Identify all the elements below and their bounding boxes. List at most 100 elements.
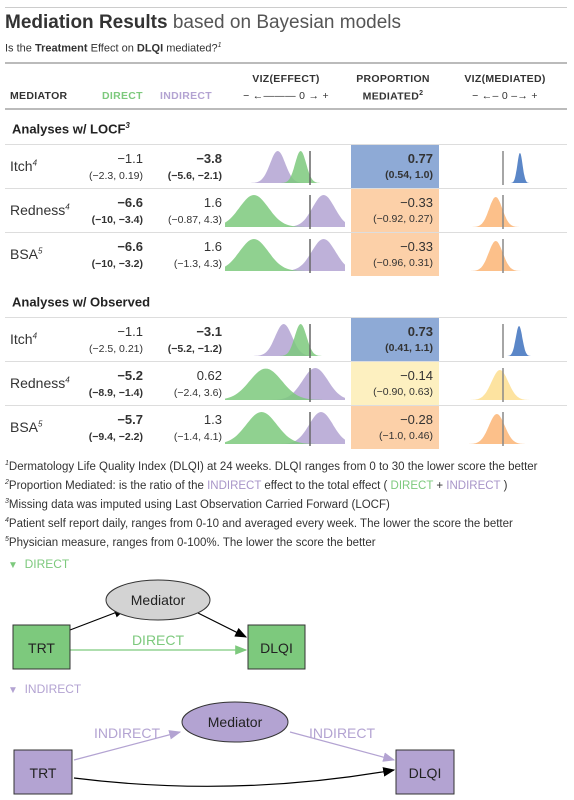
proportion-ci: (−0.90, 0.63) (373, 386, 433, 398)
header-viz-effect[interactable]: VIZ(EFFECT) (252, 73, 320, 85)
mediated-density (510, 153, 530, 183)
direct-ci: (−2.3, 0.19) (89, 170, 143, 182)
proportion-value: −0.33 (400, 195, 433, 210)
indirect-edge-label-2: INDIRECT (309, 725, 376, 741)
indirect-value: 1.6 (203, 195, 222, 210)
mediated-density (471, 241, 521, 271)
indirect-ci: (−2.4, 3.6) (173, 387, 222, 399)
mediator-node-label: Mediator (208, 714, 263, 730)
direct-ci: (−8.9, −1.4) (88, 387, 143, 399)
trt-node[interactable] (13, 749, 73, 795)
proportion-cell: −0.28 (−1.0, 0.46) (351, 406, 439, 449)
direct-density (225, 195, 305, 227)
header-direct[interactable]: DIRECT (102, 90, 143, 102)
trt-to-mediator-edge (69, 608, 127, 631)
mediated-density (469, 414, 525, 444)
mediated-density-plot (502, 324, 531, 358)
direct-ci: (−9.4, −2.2) (88, 431, 143, 443)
direct-toggle-label: DIRECT (24, 557, 70, 571)
page-title: Mediation Results based on Bayesian mode… (5, 12, 402, 33)
direct-value: −6.6 (117, 239, 143, 254)
footnote-1: 1Dermatology Life Quality Index (DLQI) a… (5, 460, 538, 473)
proportion-value: −0.14 (400, 368, 433, 383)
indirect-density (270, 368, 345, 400)
trt-to-mediator-indirect-edge (73, 730, 182, 761)
proportion-value: 0.73 (407, 324, 433, 339)
effect-density-plot (225, 412, 345, 446)
proportion-ci: (−1.0, 0.46) (379, 430, 433, 442)
table-row: Redness4 −6.6 (−10, −3.4) 1.6 (−0.87, 4.3) −0… (5, 188, 567, 232)
direct-ci: (−10, −3.2) (91, 258, 143, 270)
indirect-value: 1.6 (203, 239, 222, 254)
indirect-toggle[interactable]: ▼ INDIRECT (8, 682, 81, 696)
top-rule (5, 7, 567, 8)
page-subtitle: Is the Treatment Effect on DLQI mediated… (5, 42, 222, 55)
dlqi-node-label: DLQI (260, 640, 293, 656)
mediator-to-dlqi-edge (197, 612, 248, 638)
direct-density (279, 324, 322, 356)
indirect-ci: (−5.6, −2.1) (167, 170, 222, 182)
table-row: BSA5 −5.7 (−9.4, −2.2) 1.3 (−1.4, 4.1) −0.28 (… (5, 405, 567, 449)
indirect-ci: (−1.3, 4.3) (173, 258, 222, 270)
trt-node-label: TRT (30, 765, 57, 781)
header-top-rule (5, 62, 567, 64)
indirect-toggle-label: INDIRECT (24, 682, 82, 696)
proportion-ci: (−0.92, 0.27) (373, 213, 433, 225)
triangle-down-icon: ▼ (8, 685, 18, 696)
indirect-value: 0.62 (196, 368, 222, 383)
indirect-density (250, 151, 305, 183)
direct-density (225, 412, 316, 444)
indirect-density (253, 324, 314, 356)
effect-density-plot (225, 368, 345, 402)
direct-density (281, 151, 320, 183)
indirect-diagram: INDIRECT INDIRECT TRT Mediator DLQI (13, 701, 455, 795)
mediator-node[interactable] (181, 701, 289, 743)
effect-density-plot (253, 324, 322, 358)
mediator-to-dlqi-indirect-edge (289, 731, 396, 762)
header-bottom-rule (5, 108, 567, 110)
indirect-density (282, 239, 345, 271)
proportion-value: −0.28 (400, 412, 433, 427)
footnote-3: 3Missing data was imputed using Last Obs… (5, 498, 390, 511)
direct-value: −1.1 (117, 151, 143, 166)
header-indirect[interactable]: INDIRECT (160, 90, 212, 102)
direct-edge-label: DIRECT (132, 632, 185, 648)
mediator-name: Itch4 (10, 158, 38, 174)
table-row: BSA5 −6.6 (−10, −3.2) 1.6 (−1.3, 4.3) −0.33 (−… (5, 232, 567, 276)
direct-value: −5.7 (117, 412, 143, 427)
direct-value: −1.1 (117, 324, 143, 339)
proportion-ci: (0.54, 1.0) (385, 169, 433, 181)
mediated-density-plot (469, 412, 525, 446)
direct-density (225, 368, 323, 400)
header-mediator[interactable]: MEDIATOR (10, 90, 68, 102)
proportion-cell: −0.33 (−0.92, 0.27) (351, 189, 439, 232)
effect-density-plot (250, 151, 320, 185)
indirect-ci: (−5.2, −1.2) (167, 343, 222, 355)
mediator-name: BSA5 (10, 246, 43, 262)
dlqi-node[interactable] (395, 749, 455, 795)
header-viz-mediated[interactable]: VIZ(MEDIATED) (464, 73, 546, 85)
header-proportion[interactable]: PROPORTION (356, 73, 430, 85)
indirect-density (284, 195, 345, 227)
trt-node-label: TRT (28, 640, 55, 656)
mediator-node[interactable] (105, 579, 211, 621)
proportion-cell: −0.14 (−0.90, 0.63) (351, 362, 439, 405)
direct-value: −6.6 (117, 195, 143, 210)
trt-node[interactable] (12, 624, 71, 670)
proportion-value: −0.33 (400, 239, 433, 254)
triangle-down-icon: ▼ (8, 560, 18, 571)
table-row: Redness4 −5.2 (−8.9, −1.4) 0.62 (−2.4, 3.6) −… (5, 361, 567, 405)
direct-toggle[interactable]: ▼ DIRECT (8, 557, 69, 571)
effect-density-plot (225, 195, 345, 229)
mediated-density-plot (502, 151, 530, 185)
dlqi-node[interactable] (247, 624, 306, 670)
header-viz-effect-axis: − ←——— 0 → + (243, 90, 329, 102)
group-label: Analyses w/ LOCF3 (12, 121, 130, 137)
indirect-value: 1.3 (203, 412, 222, 427)
indirect-density (279, 412, 345, 444)
trt-to-dlqi-edge (73, 767, 396, 787)
table-row: Itch4 −1.1 (−2.5, 0.21) −3.1 (−5.2, −1.2) 0.7… (5, 317, 567, 361)
direct-density (225, 239, 305, 271)
dlqi-node-label: DLQI (409, 765, 442, 781)
mediated-density-plot (472, 195, 519, 229)
